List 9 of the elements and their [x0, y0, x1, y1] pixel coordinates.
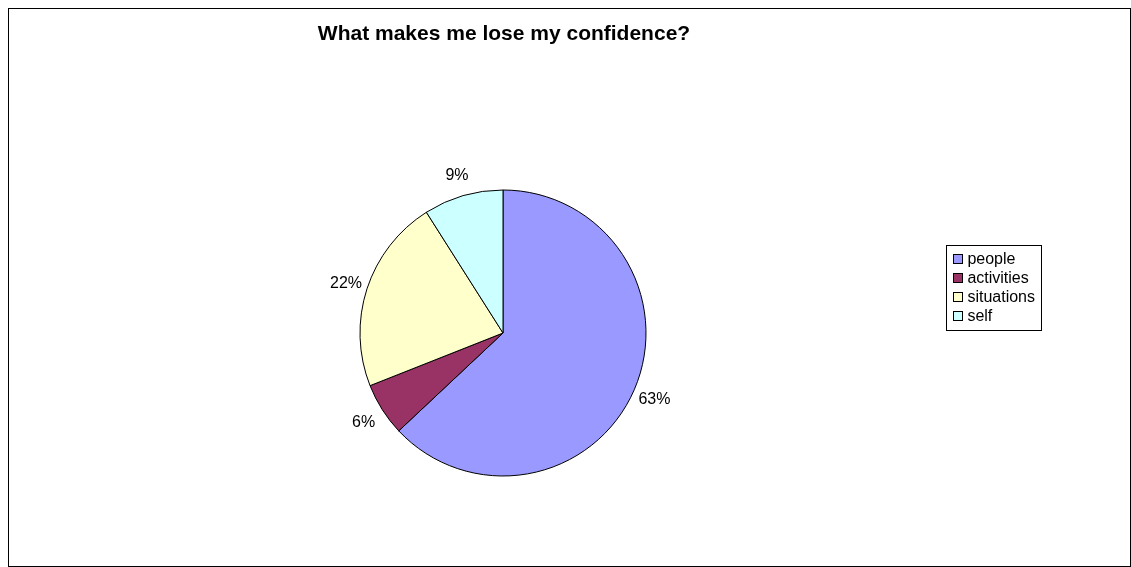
data-label: 22% [330, 273, 363, 291]
legend-label: situations [967, 288, 1035, 306]
data-label: 63% [638, 390, 671, 408]
data-label: 9% [445, 166, 469, 184]
data-label: 6% [352, 412, 376, 430]
legend-label: people [967, 250, 1016, 268]
chart-title: What makes me lose my confidence? [316, 21, 692, 45]
legend-label: self [967, 307, 993, 325]
legend-label: activities [967, 269, 1029, 287]
